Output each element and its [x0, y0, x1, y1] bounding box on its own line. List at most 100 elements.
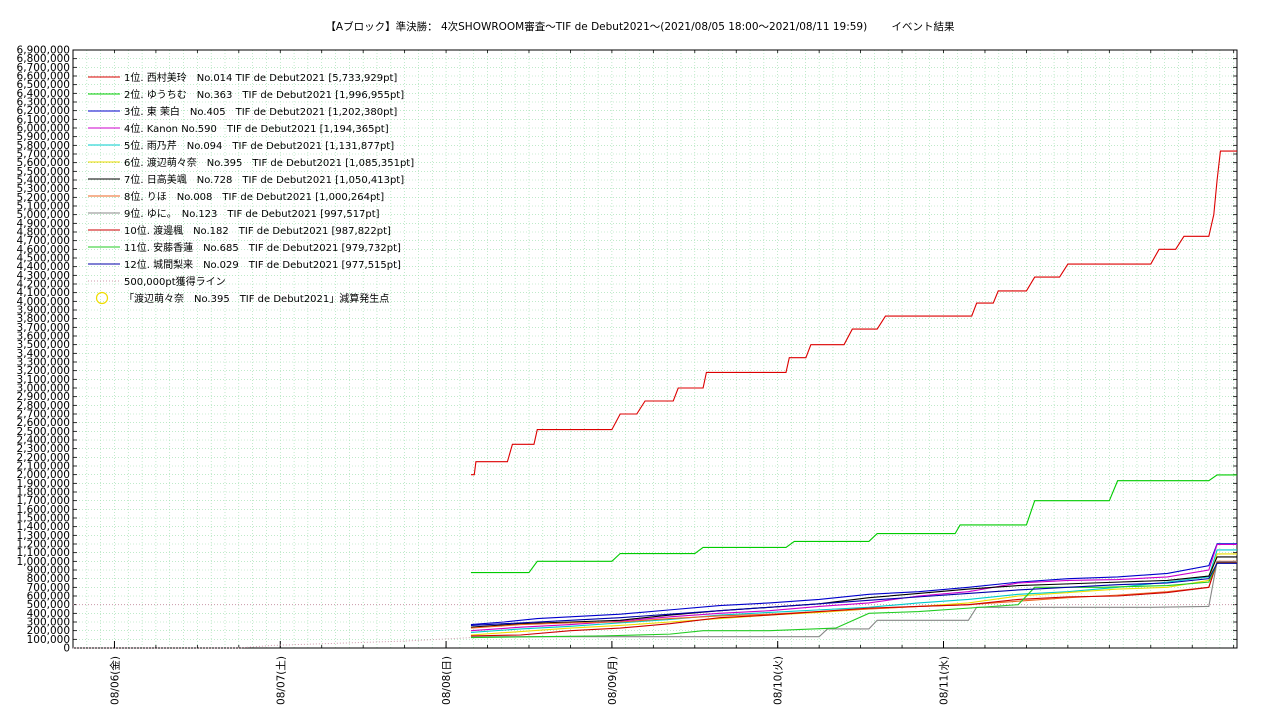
y-tick-label: 1,700,000 — [17, 495, 70, 507]
y-tick-label: 100,000 — [27, 634, 70, 646]
y-tick-label: 6,200,000 — [17, 105, 70, 117]
legend-label: 「渡辺萌々奈 No.395 TIF de Debut2021」減算発生点 — [124, 292, 389, 305]
y-tick-label: 5,900,000 — [17, 131, 70, 143]
y-tick-label: 900,000 — [27, 565, 70, 577]
y-tick-label: 3,600,000 — [17, 331, 70, 343]
legend-label: 500,000pt獲得ライン — [124, 275, 226, 288]
y-tick-label: 6,700,000 — [17, 62, 70, 74]
legend-label: 8位. りほ No.008 TIF de Debut2021 [1,000,26… — [124, 190, 384, 203]
y-tick-label: 1,800,000 — [17, 487, 70, 499]
legend-label: 9位. ゆに。 No.123 TIF de Debut2021 [997,517… — [124, 207, 380, 220]
series-line-3 — [470, 543, 1237, 626]
y-tick-label: 1,000,000 — [17, 556, 70, 568]
y-tick-label: 2,300,000 — [17, 443, 70, 455]
y-tick-label: 2,700,000 — [17, 409, 70, 421]
y-tick-label: 2,100,000 — [17, 461, 70, 473]
legend-label: 3位. 東 茉白 No.405 TIF de Debut2021 [1,202,… — [124, 105, 397, 118]
y-tick-label: 4,300,000 — [17, 270, 70, 282]
y-tick-label: 300,000 — [27, 617, 70, 629]
y-tick-label: 4,400,000 — [17, 261, 70, 273]
series-lines — [73, 150, 1237, 649]
y-tick-label: 6,000,000 — [17, 123, 70, 135]
y-tick-label: 3,200,000 — [17, 365, 70, 377]
y-tick-label: 500,000 — [27, 599, 70, 611]
x-tick-label: 08/09(月) — [607, 656, 619, 705]
legend-label: 7位. 日高美颯 No.728 TIF de Debut2021 [1,050,… — [124, 173, 404, 186]
y-tick-label: 1,600,000 — [17, 504, 70, 516]
y-tick-label: 400,000 — [27, 608, 70, 620]
y-tick-label: 6,100,000 — [17, 114, 70, 126]
y-tick-label: 1,500,000 — [17, 513, 70, 525]
y-tick-label: 4,500,000 — [17, 253, 70, 265]
y-tick-label: 5,000,000 — [17, 209, 70, 221]
axes: 0100,000200,000300,000400,000500,000600,… — [17, 45, 1238, 705]
y-tick-label: 3,300,000 — [17, 357, 70, 369]
x-tick-label: 08/06(金) — [108, 656, 121, 705]
y-tick-label: 800,000 — [27, 573, 70, 585]
legend-label: 2位. ゆうちむ No.363 TIF de Debut2021 [1,996,… — [124, 88, 404, 101]
y-tick-label: 3,700,000 — [17, 322, 70, 334]
y-tick-label: 3,000,000 — [17, 383, 70, 395]
y-tick-label: 1,300,000 — [17, 530, 70, 542]
series-line-5 — [470, 549, 1237, 633]
y-tick-label: 4,800,000 — [17, 227, 70, 239]
grid-lines — [72, 49, 1237, 649]
legend-label: 10位. 渡邊楓 No.182 TIF de Debut2021 [987,82… — [124, 224, 391, 237]
legend-label: 11位. 安藤香蓮 No.685 TIF de Debut2021 [979,7… — [124, 241, 401, 254]
series-line-7 — [470, 556, 1237, 628]
y-tick-label: 5,500,000 — [17, 166, 70, 178]
y-tick-label: 5,100,000 — [17, 201, 70, 213]
y-tick-label: 6,400,000 — [17, 88, 70, 100]
series-line-1 — [470, 150, 1237, 476]
y-tick-label: 3,800,000 — [17, 313, 70, 325]
y-tick-label: 1,200,000 — [17, 539, 70, 551]
y-tick-label: 5,700,000 — [17, 149, 70, 161]
y-tick-label: 700,000 — [27, 582, 70, 594]
x-tick-label: 08/07(土) — [274, 656, 287, 705]
y-tick-label: 2,400,000 — [17, 435, 70, 447]
series-line-12 — [470, 562, 1237, 627]
y-tick-label: 6,300,000 — [17, 97, 70, 109]
y-tick-label: 4,000,000 — [17, 296, 70, 308]
legend-label: 1位. 西村美玲 No.014 TIF de Debut2021 [5,733,… — [124, 71, 397, 84]
y-tick-label: 2,600,000 — [17, 417, 70, 429]
y-tick-label: 5,400,000 — [17, 175, 70, 187]
legend-marker-circle — [95, 291, 109, 305]
x-tick-label: 08/08(日) — [441, 656, 453, 705]
series-line-11 — [470, 562, 1237, 639]
y-tick-label: 6,600,000 — [17, 71, 70, 83]
series-line-8 — [470, 560, 1237, 629]
y-tick-label: 6,900,000 — [17, 45, 70, 57]
y-tick-label: 2,800,000 — [17, 400, 70, 412]
plot-frame — [72, 49, 1238, 649]
series-line-10 — [470, 561, 1237, 637]
series-line-9 — [470, 560, 1237, 638]
y-tick-label: 1,100,000 — [17, 547, 70, 559]
legend-label: 5位. 雨乃芹 No.094 TIF de Debut2021 [1,131,8… — [124, 139, 394, 152]
y-tick-label: 2,000,000 — [17, 469, 70, 481]
y-tick-label: 6,500,000 — [17, 79, 70, 91]
x-tick-label: 08/10(火) — [773, 656, 785, 705]
y-tick-label: 3,500,000 — [17, 339, 70, 351]
y-tick-label: 1,900,000 — [17, 478, 70, 490]
y-tick-label: 5,300,000 — [17, 183, 70, 195]
legend: 1位. 西村美玲 No.014 TIF de Debut2021 [5,733,… — [88, 71, 414, 305]
y-tick-label: 2,200,000 — [17, 452, 70, 464]
series-line-2 — [470, 474, 1237, 574]
y-tick-label: 2,900,000 — [17, 391, 70, 403]
legend-label: 12位. 城間梨来 No.029 TIF de Debut2021 [977,5… — [124, 258, 401, 271]
y-tick-label: 4,200,000 — [17, 279, 70, 291]
y-tick-label: 4,600,000 — [17, 244, 70, 256]
y-tick-label: 5,600,000 — [17, 157, 70, 169]
y-tick-label: 200,000 — [27, 625, 70, 637]
y-tick-label: 5,800,000 — [17, 140, 70, 152]
chart-title: 【Aブロック】準決勝： 4次SHOWROOM審査〜TIF de Debut202… — [325, 20, 955, 33]
x-tick-label: 08/11(水) — [939, 656, 951, 705]
y-tick-label: 600,000 — [27, 591, 70, 603]
legend-label: 4位. Kanon No.590 TIF de Debut2021 [1,194… — [124, 122, 389, 135]
y-tick-label: 4,100,000 — [17, 287, 70, 299]
y-tick-label: 3,400,000 — [17, 348, 70, 360]
y-tick-label: 4,900,000 — [17, 218, 70, 230]
